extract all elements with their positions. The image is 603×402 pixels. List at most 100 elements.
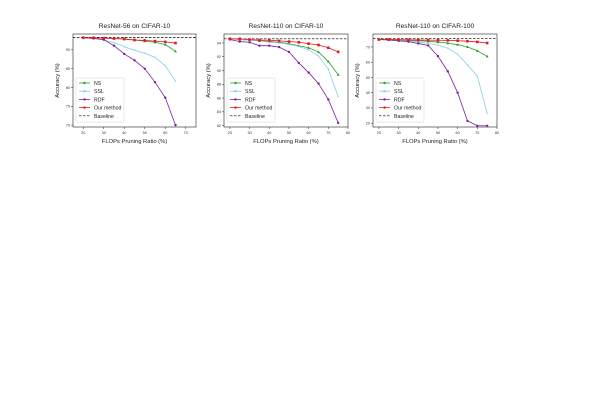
y-tick-label: 94 bbox=[217, 41, 221, 45]
data-point bbox=[154, 56, 156, 59]
data-point bbox=[143, 39, 147, 42]
x-tick-label: 40 bbox=[416, 131, 420, 135]
y-tick-label: 84 bbox=[217, 110, 221, 114]
y-tick-label: 85 bbox=[66, 67, 70, 71]
legend-entry: NS bbox=[230, 81, 253, 87]
x-tick-label: 70 bbox=[326, 131, 330, 135]
plot-frame bbox=[72, 33, 197, 128]
data-point bbox=[81, 36, 85, 40]
x-axis-label: FLOPs Pruning Ratio (%) bbox=[253, 139, 318, 145]
legend-label: SSL bbox=[394, 89, 404, 95]
data-point bbox=[317, 50, 320, 54]
data-point bbox=[437, 44, 439, 46]
data-point bbox=[133, 49, 136, 51]
x-tick-label: 50 bbox=[287, 131, 291, 135]
series-line bbox=[378, 39, 488, 57]
legend-entry: Our method bbox=[79, 106, 122, 112]
data-point bbox=[397, 38, 400, 41]
legend-label: NS bbox=[394, 81, 402, 87]
x-tick-label: 60 bbox=[456, 131, 460, 135]
legend-marker bbox=[83, 106, 86, 109]
x-tick-label: 40 bbox=[267, 131, 271, 135]
series-line bbox=[378, 39, 488, 44]
legend-label: RDF bbox=[394, 97, 405, 103]
data-point bbox=[112, 37, 116, 40]
data-point bbox=[277, 39, 281, 43]
legend-entry: NS bbox=[79, 81, 102, 87]
series-line bbox=[229, 38, 339, 75]
data-point bbox=[174, 41, 177, 45]
y-tick-label: 90 bbox=[217, 69, 221, 73]
series-our-method bbox=[228, 37, 340, 54]
data-point bbox=[133, 59, 136, 62]
x-tick-label: 50 bbox=[436, 131, 440, 135]
y-axis-label: Accuracy (%) bbox=[55, 63, 61, 98]
data-point bbox=[466, 119, 469, 123]
data-point bbox=[122, 37, 126, 41]
legend-label: Our method bbox=[245, 106, 273, 112]
series-line bbox=[229, 38, 339, 97]
chart-title: ResNet-110 on CIFAR-100 bbox=[396, 23, 475, 30]
data-point bbox=[336, 73, 340, 76]
y-axis-label: Accuracy (%) bbox=[206, 63, 212, 98]
y-tick-label: 82 bbox=[217, 124, 221, 128]
y-tick-label: 40 bbox=[366, 91, 370, 95]
x-tick-label: 70 bbox=[475, 131, 479, 135]
data-point bbox=[476, 75, 479, 77]
data-point bbox=[485, 41, 489, 45]
data-point bbox=[248, 38, 251, 41]
data-point bbox=[267, 38, 271, 42]
data-point bbox=[426, 44, 430, 47]
data-point bbox=[163, 40, 167, 44]
data-point bbox=[268, 44, 271, 47]
data-point bbox=[476, 40, 479, 44]
data-point bbox=[307, 71, 310, 74]
data-point bbox=[427, 42, 429, 45]
y-tick-label: 80 bbox=[66, 86, 70, 90]
data-point bbox=[307, 42, 310, 45]
legend-marker bbox=[383, 106, 386, 109]
data-point bbox=[407, 38, 410, 42]
data-point bbox=[466, 45, 469, 49]
data-point bbox=[485, 54, 489, 58]
data-point bbox=[174, 49, 177, 53]
data-point bbox=[258, 44, 261, 47]
data-point bbox=[123, 52, 126, 56]
data-point bbox=[153, 80, 157, 84]
legend-entry: Baseline bbox=[379, 114, 414, 120]
data-point bbox=[238, 37, 242, 41]
data-point bbox=[317, 82, 320, 85]
data-point bbox=[436, 54, 440, 58]
data-point bbox=[446, 70, 449, 73]
legend-label: Our method bbox=[394, 106, 422, 112]
data-point bbox=[258, 38, 261, 42]
data-point bbox=[446, 39, 450, 42]
y-tick-label: 60 bbox=[366, 61, 370, 65]
legend-label: Our method bbox=[94, 106, 122, 112]
data-point bbox=[113, 41, 115, 44]
series-line bbox=[378, 39, 488, 127]
data-point bbox=[92, 36, 95, 40]
data-point bbox=[456, 91, 459, 94]
legend-entry: Our method bbox=[379, 106, 422, 112]
data-point bbox=[228, 37, 232, 41]
legend-entry: RDF bbox=[379, 97, 405, 103]
y-tick-label: 88 bbox=[217, 83, 221, 87]
data-point bbox=[476, 124, 479, 127]
legend-marker bbox=[234, 90, 237, 93]
chart-panel-1: ResNet-56 on CIFAR-10 20 30 40 50 60 70 70 75 80 8… bbox=[55, 23, 197, 145]
data-point bbox=[287, 50, 291, 54]
x-tick-label: 20 bbox=[377, 131, 381, 135]
data-point bbox=[387, 38, 391, 41]
x-axis-label: FLOPs Pruning Ratio (%) bbox=[402, 139, 467, 145]
data-point bbox=[485, 124, 489, 127]
data-point bbox=[436, 38, 440, 42]
x-tick-label: 20 bbox=[81, 131, 85, 135]
plot-frame bbox=[223, 33, 349, 128]
data-point bbox=[123, 46, 125, 48]
data-point bbox=[298, 45, 300, 48]
x-axis-label: FLOPs Pruning Ratio (%) bbox=[102, 139, 167, 145]
legend-entry: SSL bbox=[379, 89, 404, 95]
x-tick-label: 60 bbox=[163, 131, 167, 135]
series-line bbox=[229, 39, 339, 124]
